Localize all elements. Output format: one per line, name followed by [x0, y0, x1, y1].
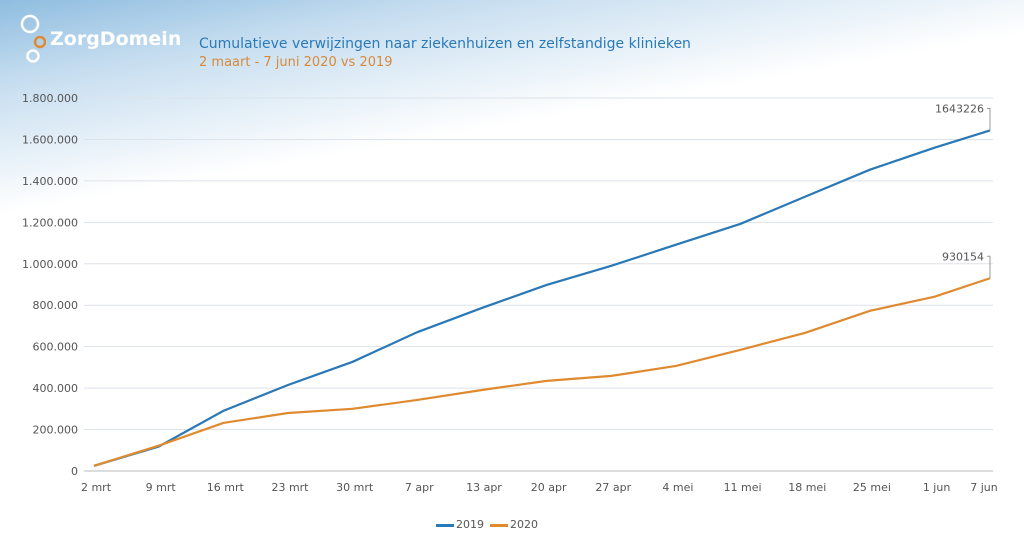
y-tick-label: 1.000.000 — [22, 258, 78, 271]
series-line-2020 — [93, 277, 991, 467]
y-tick-label: 1.800.000 — [22, 92, 78, 105]
x-tick-label: 20 apr — [531, 481, 567, 494]
x-tick-label: 4 mei — [662, 481, 693, 494]
x-tick-label: 16 mrt — [207, 481, 245, 494]
y-tick-label: 400.000 — [33, 382, 79, 395]
x-tick-label: 23 mrt — [271, 481, 309, 494]
annotation-leader — [987, 255, 991, 279]
logo-circles-icon — [20, 14, 46, 63]
chart-title: Cumulatieve verwijzingen naar ziekenhuiz… — [199, 36, 691, 52]
y-tick-label: 1.200.000 — [22, 216, 78, 229]
x-tick-label: 25 mei — [853, 481, 891, 494]
legend-item-2020: 2020 — [490, 518, 538, 531]
y-tick-label: 1.600.000 — [22, 133, 78, 146]
x-tick-label: 7 jun — [970, 481, 998, 494]
x-tick-label: 11 mei — [724, 481, 762, 494]
y-tick-label: 600.000 — [33, 341, 79, 354]
y-tick-label: 1.400.000 — [22, 175, 78, 188]
legend: 2019 2020 — [436, 518, 538, 531]
x-tick-label: 2 mrt — [81, 481, 112, 494]
legend-item-2019: 2019 — [436, 518, 484, 531]
y-tick-label: 800.000 — [33, 299, 79, 312]
annotation-leader — [987, 107, 991, 131]
x-tick-label: 1 jun — [923, 481, 951, 494]
x-tick-label: 18 mei — [788, 481, 826, 494]
x-tick-label: 7 apr — [405, 481, 434, 494]
x-tick-label: 13 apr — [466, 481, 502, 494]
logo-text: ZorgDomein — [50, 28, 182, 50]
end-value-label: 930154 — [942, 250, 984, 263]
y-tick-label: 0 — [71, 465, 78, 478]
x-tick-label: 9 mrt — [146, 481, 177, 494]
end-value-label: 1643226 — [935, 102, 984, 115]
x-tick-label: 30 mrt — [336, 481, 374, 494]
x-tick-label: 27 apr — [595, 481, 631, 494]
zorgdomein-logo: ZorgDomein — [20, 14, 181, 64]
chart-subtitle: 2 maart - 7 juni 2020 vs 2019 — [199, 55, 393, 70]
y-tick-label: 200.000 — [33, 424, 79, 437]
